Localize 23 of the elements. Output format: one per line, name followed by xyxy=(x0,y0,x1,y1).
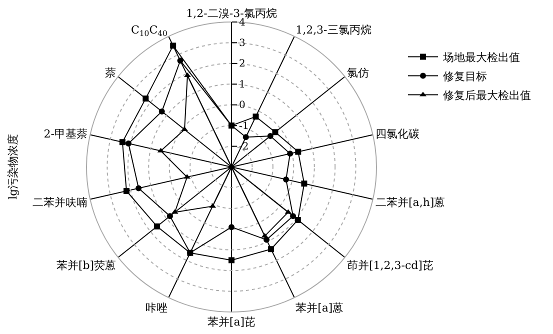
legend-label: 修复后最大检出值 xyxy=(443,89,531,102)
spoke-label: 苯并[b]荧蒽 xyxy=(56,258,116,272)
y-tick-label: 2 xyxy=(239,58,246,70)
spoke-label: C$_{10}$C$_{40}$ xyxy=(130,24,168,38)
y-tick-label: 0 xyxy=(239,100,246,112)
spoke-label: 2-甲基萘 xyxy=(44,127,88,140)
spoke-label: 萘 xyxy=(105,66,116,80)
y-tick-label: -1 xyxy=(239,120,249,132)
spoke-label: 氯仿 xyxy=(346,66,369,80)
text: lg污染物浓度 xyxy=(6,134,20,200)
spoke-label: 二苯并[a,h]蒽 xyxy=(375,196,446,210)
y-tick-label: 4 xyxy=(239,17,246,28)
spoke-label: 苯并[a]芘 xyxy=(207,316,256,329)
legend-label: 场地最大检出值 xyxy=(442,51,520,64)
legend-label: 修复目标 xyxy=(443,70,487,84)
y-tick-label: 1 xyxy=(239,79,246,90)
spoke-label: 二苯并呋喃 xyxy=(32,196,88,210)
spoke-label: 四氯化碳 xyxy=(375,127,420,140)
y-tick-label: 3 xyxy=(239,38,246,49)
spoke-label: 1,2,3-三氯丙烷 xyxy=(296,24,372,37)
spoke-label: 苯并[a]蒽 xyxy=(296,302,344,315)
spoke-label: 咔唑 xyxy=(145,302,168,315)
spoke-label: 茚并[1,2,3-cd]芘 xyxy=(346,258,434,272)
